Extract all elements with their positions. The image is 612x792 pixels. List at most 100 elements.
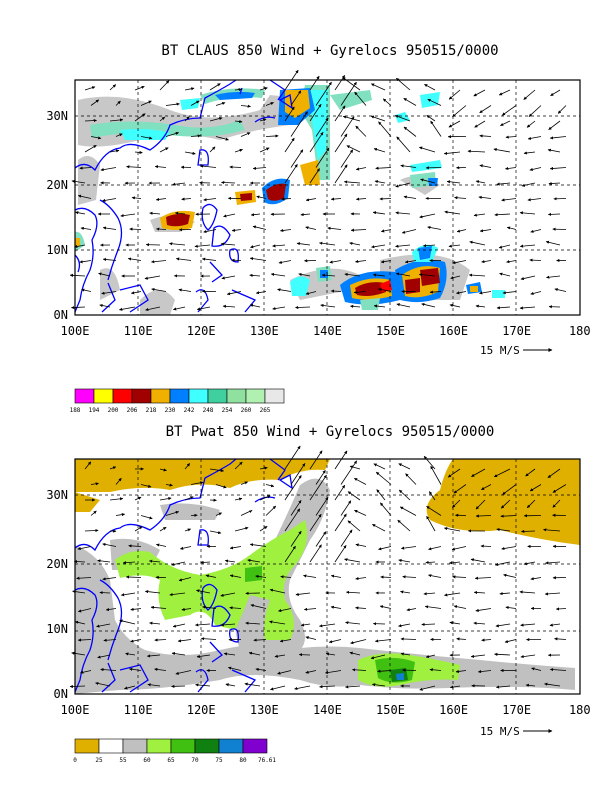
wind-arrow (220, 242, 236, 246)
wind-arrow (543, 528, 561, 532)
wind-arrow (315, 147, 330, 168)
wind-arrow (426, 515, 436, 532)
wind-arrow (354, 509, 367, 516)
colorbar-label: 218 (146, 407, 157, 414)
wind-arrow (240, 104, 251, 108)
lon-tick-label: 160E (439, 703, 468, 717)
coastline (74, 79, 293, 313)
wind-arrow (427, 98, 442, 106)
wind-arrow (395, 115, 411, 122)
wind-arrow (155, 197, 167, 202)
colorbar-label: 60 (143, 757, 151, 764)
wind-arrow (309, 131, 324, 153)
wind-arrow (274, 654, 286, 658)
wind-arrow (109, 118, 124, 122)
wind-arrow (377, 669, 392, 673)
wind-arrow (499, 591, 511, 596)
wind-arrow (349, 651, 361, 656)
wind-arrow (305, 636, 317, 640)
colorbar-swatch (131, 388, 152, 404)
wind-arrow (99, 303, 111, 308)
lon-tick-label: 170E (502, 703, 531, 717)
wind-arrow (190, 134, 201, 138)
wind-arrow (424, 605, 442, 609)
wind-arrow (528, 105, 542, 117)
wind-arrow (84, 528, 99, 533)
colorbar-swatch (146, 738, 172, 754)
wind-arrow (479, 229, 492, 233)
wind-arrow (527, 136, 542, 140)
colorbar-swatch (122, 738, 148, 754)
wind-arrow (452, 575, 467, 579)
wind-arrow (146, 654, 161, 658)
wind-arrow (149, 621, 161, 625)
wind-arrow (340, 500, 352, 516)
wind-arrow (115, 477, 122, 485)
wind-arrow (521, 182, 536, 187)
wind-arrow (84, 144, 97, 153)
wind-arrow (480, 544, 492, 548)
lon-tick-label: 180 (569, 703, 591, 717)
wind-arrow (119, 306, 136, 311)
wind-arrow (395, 272, 411, 277)
wind-arrow (195, 623, 211, 627)
colorbar-label: 75 (215, 757, 223, 764)
wind-arrow (277, 288, 292, 292)
wind-arrow (127, 257, 142, 261)
colorbar-label: 76.61 (258, 757, 276, 764)
wind-arrow (229, 165, 242, 169)
wind-arrow (329, 260, 342, 264)
vector-key-label: 15 M/S (480, 344, 520, 357)
wind-arrow (129, 227, 142, 231)
wind-arrow (249, 257, 267, 261)
wind-arrow (324, 670, 342, 675)
wind-arrow (84, 86, 96, 91)
wind-arrow (131, 196, 142, 200)
wind-arrow (505, 135, 517, 139)
wind-arrow (202, 605, 217, 609)
wind-arrow (109, 497, 124, 501)
wind-arrow (120, 592, 136, 597)
colorbar-label: 0 (73, 757, 77, 764)
wind-arrow (372, 211, 386, 215)
wind-arrow (545, 561, 561, 565)
wind-arrow (109, 84, 117, 91)
wind-arrow (175, 257, 192, 261)
wind-arrow (195, 683, 211, 687)
wind-arrow (350, 304, 361, 308)
wind-arrow (469, 240, 486, 246)
wind-arrow (145, 306, 161, 312)
wind-arrow (284, 164, 298, 184)
wind-arrow (380, 229, 392, 233)
wind-arrow (130, 639, 142, 643)
wind-arrow (125, 575, 142, 579)
wind-arrow (355, 167, 367, 171)
wind-arrow (124, 685, 136, 690)
wind-arrow (375, 471, 392, 485)
wind-arrow (119, 619, 136, 625)
wind-arrow (225, 683, 236, 687)
wind-arrow (330, 574, 342, 578)
colorbar-swatch (98, 738, 124, 754)
wind-arrow (315, 531, 327, 547)
wind-arrow (278, 608, 292, 613)
wind-arrow (519, 244, 536, 248)
wind-arrow (229, 574, 242, 578)
wind-arrow (380, 260, 392, 264)
wind-arrow (128, 544, 142, 548)
wind-arrow (403, 97, 417, 106)
wind-arrow (549, 166, 567, 171)
wind-arrow (334, 105, 346, 122)
wind-arrow (353, 290, 367, 294)
wind-arrow (355, 576, 367, 581)
wind-arrow (156, 227, 167, 231)
wind-arrow (247, 558, 261, 563)
wind-arrow (280, 575, 292, 579)
wind-vectors (69, 445, 567, 691)
colorbar-swatch (242, 738, 268, 754)
wind-arrow (98, 272, 111, 277)
wind-arrow (347, 520, 361, 532)
wind-arrow (155, 543, 167, 547)
wind-arrow (494, 213, 511, 217)
